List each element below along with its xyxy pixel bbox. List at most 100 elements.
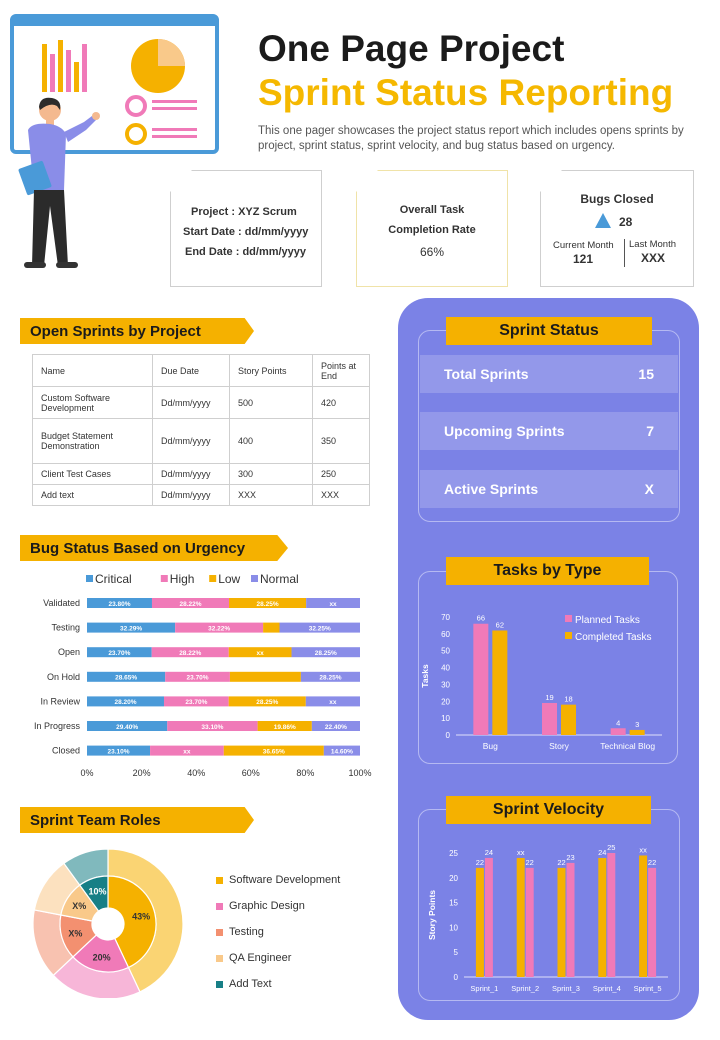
task-completion-value: 66% [419,245,445,259]
legend-item: Testing [216,926,264,938]
bar-segment [163,696,229,707]
status-row-upcoming: Upcoming Sprints 7 [420,412,678,450]
data-label: 3 [635,720,639,729]
bar-segment [87,696,164,707]
legend-label: Software Development [229,874,341,886]
table-cell: Dd/mm/yyyy [152,463,230,485]
y-tick-label: 70 [441,613,450,622]
legend-label: Add Text [229,978,272,990]
open-sprints-table: Name Due Date Story Points Points at End… [32,354,370,506]
data-label: 22 [476,858,484,867]
x-tick-label: 100% [348,768,371,778]
data-label: 18 [564,695,572,704]
data-label: 28.22% [179,601,201,608]
table-row: Add text Dd/mm/yyyy XXX XXX [32,484,370,506]
sprint-velocity-heading: Sprint Velocity [446,796,651,824]
data-label: 36.65% [263,748,285,755]
data-label: xx [183,748,191,755]
bar [525,867,534,977]
bar-segment [306,598,360,608]
bar-segment [305,696,360,707]
bar-segment [323,745,360,756]
y-tick-label: 0 [454,973,459,982]
legend-label: High [170,572,195,586]
project-end-date: End Date : dd/mm/yyyy [185,246,307,258]
y-axis-label: Story Points [427,890,437,940]
tasks-by-type-chart: 0 10 20 30 40 50 60 70 Tasks Bug 66 62 Story 19 18 Tech… [420,613,662,751]
data-label: 24 [485,848,493,857]
y-tick-label: 40 [441,664,450,673]
bar [557,867,566,977]
data-label: 23.70% [108,650,130,657]
y-tick-label: 20 [449,874,458,883]
bar-segment [291,647,360,658]
category-label: On Hold [47,672,80,682]
bar [542,702,557,735]
status-row-total: Total Sprints 15 [420,355,678,393]
legend-swatch [216,902,223,910]
team-roles-chart: 43%20%X%X%10% [32,848,184,998]
y-tick-label: 25 [449,849,458,858]
legend-swatch [86,575,93,582]
team-roles-heading: Sprint Team Roles [20,807,254,833]
status-value: 7 [646,423,654,439]
legend-label: Testing [229,926,264,938]
legend-item: QA Engineer [216,952,291,964]
legend-item: Add Text [216,978,272,990]
y-tick-label: 30 [441,680,450,689]
category-label: In Progress [34,721,81,731]
status-value: X [644,481,654,497]
status-row-active: Active Sprints X [420,470,678,508]
last-month-label: Last Month [629,239,676,250]
bar-segment [87,647,152,658]
status-value: 15 [638,366,654,382]
page-title-line1: One Page Project [258,28,565,69]
bar [566,862,575,977]
card-divider [624,239,625,267]
legend-label: Normal [260,572,299,586]
data-label: 19 [545,693,553,702]
legend-label: QA Engineer [229,952,292,964]
y-tick-label: 0 [446,731,451,740]
table-cell: XXX [312,484,370,506]
legend-label: Planned Tasks [575,615,640,626]
table-cell: Dd/mm/yyyy [152,418,230,464]
data-label: 33.10% [201,724,223,731]
donut-hole [92,908,124,940]
data-label: 66 [477,614,485,623]
data-label: 28.25% [315,650,337,657]
category-label: Testing [51,623,80,633]
table-header: Story Points [229,354,313,387]
current-month-value: 121 [573,252,594,266]
bar [610,728,626,735]
bar-segment [87,745,151,756]
bar [516,857,525,977]
data-label: 28.65% [115,675,137,682]
x-tick-label: 60% [242,768,260,778]
data-label: xx [639,845,647,854]
data-label: 32.25% [309,625,331,632]
legend-swatch [565,632,572,639]
open-sprints-heading: Open Sprints by Project [20,318,254,344]
table-header: Points at End [312,354,370,387]
x-tick-label: 40% [187,768,205,778]
x-tick-label: Sprint_4 [593,984,621,993]
legend-swatch [216,954,223,962]
data-label: 28.22% [179,650,201,657]
table-header: Due Date [152,354,230,387]
bar-segment [87,622,176,633]
table-cell: 420 [312,386,370,419]
project-name: Project : XYZ Scrum [191,206,297,218]
project-info-card: Project : XYZ Scrum Start Date : dd/mm/y… [170,170,322,287]
bar-segment [87,721,168,731]
table-cell: XXX [229,484,313,506]
bar-segment [167,721,258,731]
data-label: 32.29% [120,625,142,632]
y-tick-label: 20 [441,697,450,706]
data-label: xx [517,848,525,857]
bar [639,855,648,977]
data-label: 29.40% [116,724,138,731]
table-cell: 500 [229,386,313,419]
x-tick-label: Bug [483,741,498,751]
